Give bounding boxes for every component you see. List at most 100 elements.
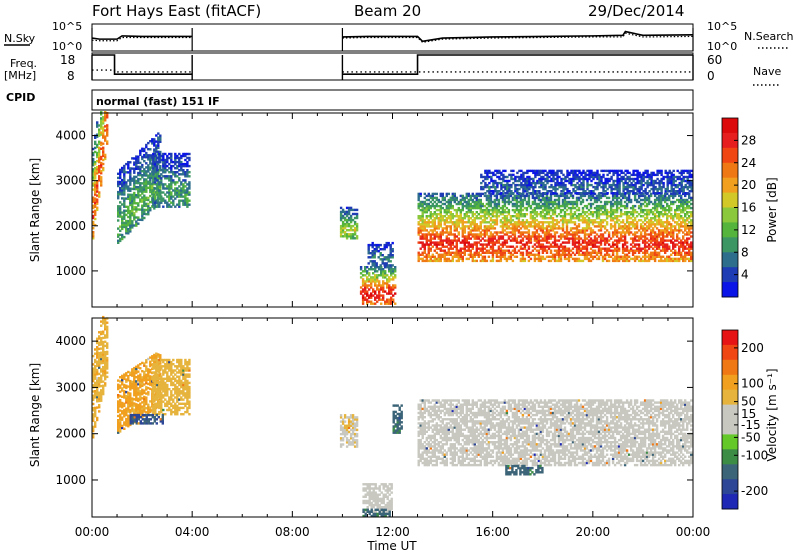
power-cell [351, 233, 355, 236]
power-cell [376, 284, 379, 287]
power-cell [499, 247, 503, 250]
power-cell [589, 253, 593, 256]
power-cell [564, 192, 567, 195]
power-cell [493, 227, 497, 230]
power-cell [106, 130, 109, 133]
power-cell [392, 286, 395, 289]
power-cell [497, 204, 501, 208]
power-cell [549, 198, 553, 202]
power-cell [645, 215, 649, 218]
power-cell [601, 219, 605, 222]
power-cell [100, 125, 103, 128]
power-cell [613, 217, 617, 220]
power-cell [643, 237, 647, 240]
power-cell [514, 183, 517, 187]
power-cell [487, 196, 491, 200]
power-cell [477, 233, 480, 236]
power-cell [623, 257, 627, 261]
power-cell [145, 212, 148, 216]
power-cell [435, 247, 438, 250]
power-cell [457, 202, 460, 206]
power-cell [463, 198, 466, 202]
power-cell [539, 215, 543, 218]
power-cell [427, 194, 430, 198]
power-cell [616, 173, 619, 177]
power-cell [480, 181, 483, 185]
power-cell [469, 206, 472, 210]
power-cell [605, 208, 609, 212]
power-cell [479, 202, 482, 206]
power-cell [676, 229, 679, 232]
power-cell [417, 257, 420, 261]
power-cell [443, 253, 446, 256]
power-cell [123, 181, 126, 184]
power-cell [565, 257, 569, 261]
power-cell [519, 257, 523, 261]
power-cell [529, 213, 533, 216]
power-cell [550, 179, 553, 183]
power-cell [484, 171, 487, 175]
power-cell [684, 213, 687, 216]
power-cell [574, 185, 577, 189]
power-cell [445, 213, 448, 216]
power-cell [339, 224, 343, 228]
noise-tick-left-bottom: 10^0 [52, 40, 82, 53]
power-cell [347, 216, 351, 220]
power-cell [556, 181, 559, 185]
power-cell [154, 169, 157, 172]
power-cell [625, 225, 629, 228]
power-cell [666, 221, 669, 224]
power-cell [100, 141, 103, 144]
power-cell [639, 202, 643, 206]
power-cell [453, 223, 456, 226]
power-cell [445, 257, 448, 261]
power-cell [533, 247, 537, 250]
power-cell [389, 250, 392, 253]
power-cell [378, 288, 381, 291]
power-cell [449, 221, 452, 224]
power-cell [631, 241, 635, 244]
power-cell [686, 213, 689, 216]
power-cell [129, 203, 132, 207]
power-cell [117, 184, 120, 188]
power-cell [555, 259, 559, 263]
power-cell [527, 237, 531, 240]
power-cell [510, 169, 513, 173]
power-cell [515, 215, 519, 218]
power-cell [353, 208, 357, 212]
power-cell [477, 251, 480, 254]
power-cell [392, 270, 395, 273]
power-cell [345, 212, 349, 216]
power-cell [576, 169, 579, 173]
power-cell [141, 212, 144, 215]
power-cell [676, 235, 679, 238]
power-cell [133, 183, 136, 187]
power-cell [427, 215, 430, 218]
power-cell [497, 198, 501, 202]
power-cell [141, 147, 144, 150]
power-cell [373, 262, 376, 265]
power-cell [374, 292, 377, 295]
power-cell [639, 227, 643, 230]
power-cell [180, 156, 183, 160]
power-cell [563, 215, 567, 218]
power-cell [380, 294, 383, 297]
power-cell [345, 222, 349, 226]
power-cell [501, 223, 505, 226]
power-cell [561, 219, 565, 222]
power-cell [615, 215, 619, 218]
power-cell [143, 212, 146, 216]
power-cell [509, 257, 513, 261]
power-cell [686, 239, 689, 242]
power-cell [92, 147, 95, 151]
power-cell [599, 247, 603, 250]
power-cell [635, 223, 639, 226]
station-title: Fort Hays East (fitACF) [92, 2, 261, 20]
power-cell [543, 231, 547, 234]
power-cell [491, 253, 495, 256]
power-cell [459, 221, 462, 224]
power-cell [131, 205, 134, 209]
power-cell [141, 163, 144, 167]
power-cell [485, 202, 489, 206]
power-cell [686, 204, 689, 208]
